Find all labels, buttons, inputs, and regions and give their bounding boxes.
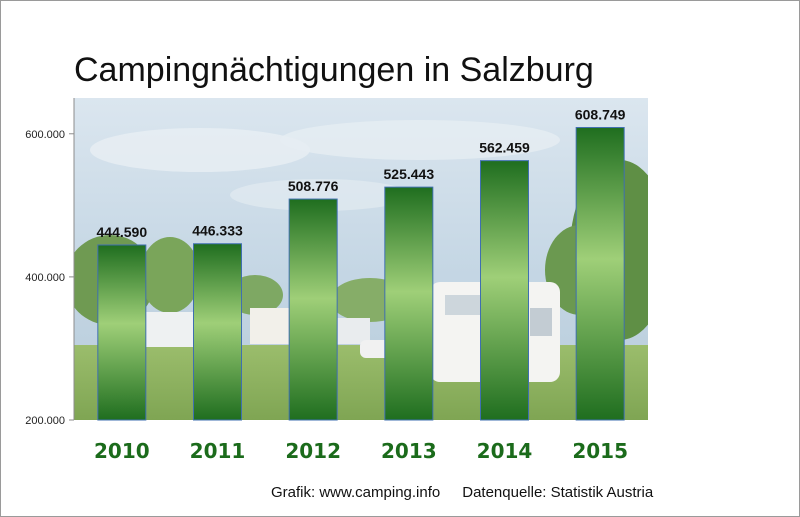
x-tick-label-2011: 2011: [190, 439, 246, 463]
x-tick-label-2010: 2010: [94, 439, 150, 463]
value-label-2015: 608.749: [575, 107, 626, 123]
value-label-2010: 444.590: [97, 224, 148, 240]
x-axis-labels: 2010 2011 2012 2013 2014 2015: [94, 439, 628, 463]
value-label-2011: 446.333: [192, 223, 243, 239]
y-tick-label: 200.000: [25, 415, 65, 427]
x-tick-label-2015: 2015: [572, 439, 628, 463]
bar-2010: [97, 244, 147, 421]
bar-series: [97, 127, 625, 421]
bar-2014: [480, 160, 529, 421]
bar-2013: [384, 186, 434, 421]
value-label-2013: 525.443: [384, 166, 435, 182]
x-tick-label-2012: 2012: [285, 439, 341, 463]
y-axis: 200.000 400.000 600.000: [25, 98, 75, 427]
bar-2011: [193, 243, 242, 421]
chart-source-line: Grafik: www.camping.info Datenquelle: Sta…: [271, 484, 653, 501]
bar-2012: [288, 198, 338, 421]
data-source-text: Datenquelle: Statistik Austria: [462, 484, 654, 501]
value-label-2014: 562.459: [479, 140, 530, 156]
credit-text: Grafik: www.camping.info: [271, 484, 441, 501]
y-tick-label: 400.000: [25, 272, 65, 284]
value-label-2012: 508.776: [288, 178, 339, 194]
chart-title: Campingnächtigungen in Salzburg: [74, 51, 594, 89]
bar-2015: [575, 127, 625, 421]
value-labels: 444.590 446.333 508.776 525.443 562.459 608.7…: [97, 107, 626, 240]
campsite-background-image: [74, 98, 648, 420]
x-tick-label-2014: 2014: [477, 439, 533, 463]
x-tick-label-2013: 2013: [381, 439, 437, 463]
y-tick-label: 600.000: [25, 129, 65, 141]
